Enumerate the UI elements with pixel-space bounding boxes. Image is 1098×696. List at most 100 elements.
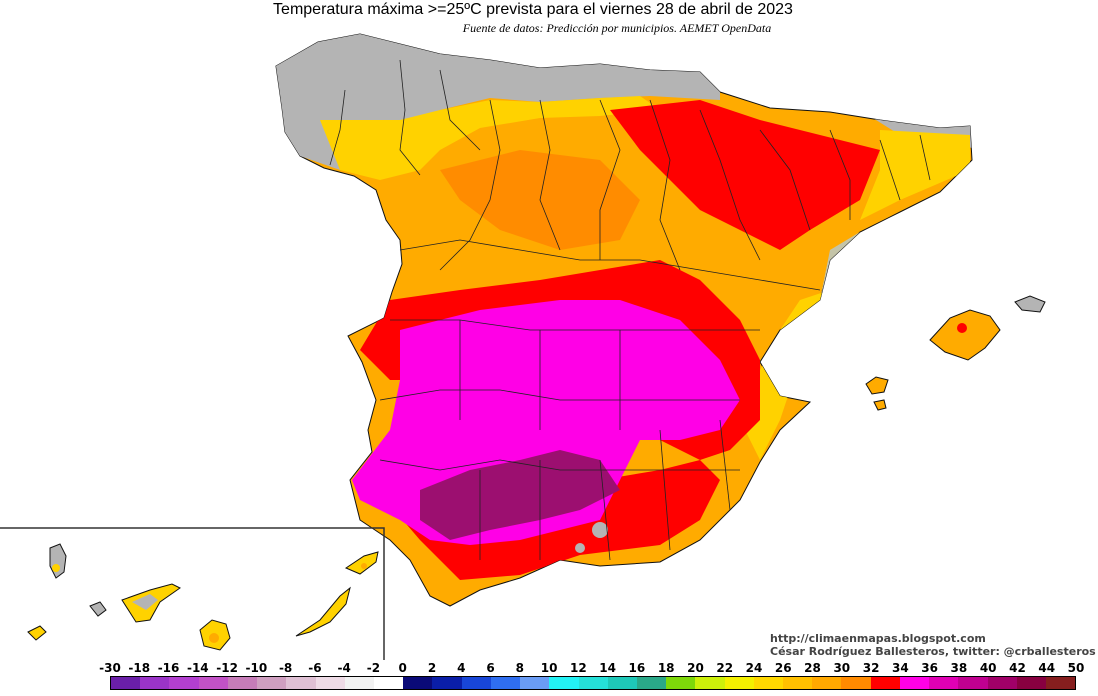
legend-tick-label: -4 [337, 661, 351, 675]
legend-tick-label: 8 [515, 661, 524, 675]
legend-swatch [870, 677, 900, 689]
mallorca [929, 309, 1001, 361]
legend-tick-label: 16 [628, 661, 646, 675]
legend-tick-label: 30 [833, 661, 851, 675]
legend-swatch [636, 677, 667, 689]
zone-yellow-catalonia [860, 130, 970, 220]
la-palma-yellow [52, 564, 60, 572]
legend-tick-label: 14 [599, 661, 616, 675]
legend-tick-label: -14 [186, 661, 209, 675]
legend-tick-label: 24 [745, 661, 763, 675]
legend-swatch [490, 677, 521, 689]
legend-swatch [461, 677, 491, 689]
legend-swatch [841, 677, 871, 689]
el-hierro [27, 625, 47, 641]
lanzarote [344, 551, 379, 575]
legend-swatch [578, 677, 608, 689]
gran-canaria-orange [209, 633, 219, 643]
legend-tick-label: 50 [1067, 661, 1085, 675]
legend-swatch [899, 677, 930, 689]
legend-swatch [169, 677, 199, 689]
legend-tick-label: -18 [128, 661, 151, 675]
legend-tick-label: -8 [278, 661, 293, 675]
legend-swatch [140, 677, 170, 689]
legend-swatch [432, 677, 462, 689]
legend-tick-label: -12 [216, 661, 238, 675]
legend-tick-label: -2 [366, 661, 381, 675]
legend-tick-label: 10 [540, 661, 558, 675]
legend-tick-label: 12 [570, 661, 587, 675]
canary-islands [27, 543, 379, 651]
legend-tick-label: -6 [308, 661, 322, 675]
legend-swatch [403, 677, 433, 689]
zone-grey-spot [575, 543, 585, 553]
legend-swatch [753, 677, 784, 689]
legend-swatch [607, 677, 637, 689]
credit-author: César Rodríguez Ballesteros, twitter: @c… [770, 645, 1096, 658]
legend-swatch [549, 677, 579, 689]
legend-swatch [198, 677, 228, 689]
mallorca-hot-spot [957, 323, 967, 333]
page-subtitle: Fuente de datos: Predicción por municipi… [462, 21, 772, 35]
legend-tick-label: 6 [486, 661, 495, 675]
legend-swatch [666, 677, 696, 689]
legend-swatch [987, 677, 1017, 689]
legend-tick-label: 22 [716, 661, 734, 675]
legend-tick-label: 38 [950, 661, 968, 675]
page-title: Temperatura máxima >=25ºC prevista para … [273, 1, 793, 18]
legend-swatch [1016, 677, 1046, 689]
zone-purple-guadalquivir [420, 450, 620, 540]
la-palma [49, 543, 67, 579]
legend-swatch [812, 677, 842, 689]
legend-tick-label: 34 [892, 661, 909, 675]
legend-tick-label: 0 [398, 661, 407, 675]
province-borders [329, 59, 931, 561]
credit-url: http://climaenmapas.blogspot.com [770, 632, 986, 645]
legend-tick-label: 40 [979, 661, 997, 675]
legend-tick-label: -10 [245, 661, 268, 675]
legend-tick-label: 44 [1038, 661, 1056, 675]
legend-swatch [344, 677, 374, 689]
temperature-map [0, 33, 1046, 660]
legend-swatch [257, 677, 287, 689]
legend-tick-label: 32 [862, 661, 880, 675]
zone-red-ebro [610, 100, 880, 250]
la-gomera [89, 601, 107, 617]
legend-tick-label: -30 [99, 661, 121, 675]
legend-swatch [315, 677, 345, 689]
legend-swatch [111, 677, 141, 689]
legend-tick-label: 36 [921, 661, 938, 675]
legend-tick-label: 42 [1009, 661, 1026, 675]
legend-color-bar [110, 676, 1076, 690]
zone-red-spot [636, 566, 648, 578]
peninsula [275, 33, 973, 607]
legend-swatch [520, 677, 550, 689]
legend-swatch [783, 677, 813, 689]
legend-swatch [958, 677, 988, 689]
legend-tick-label: -16 [157, 661, 180, 675]
canary-inset-frame [0, 527, 385, 660]
legend-swatch [695, 677, 725, 689]
legend-tick-label: 28 [804, 661, 821, 675]
tenerife-teide [132, 594, 158, 610]
legend-tick-label: 18 [657, 661, 675, 675]
legend-swatch [929, 677, 959, 689]
ibiza [865, 376, 889, 395]
legend-swatch [286, 677, 316, 689]
menorca [1014, 295, 1046, 313]
legend-tick-label: 2 [427, 661, 437, 675]
formentera [873, 399, 887, 411]
zone-grey-spot [592, 522, 608, 538]
legend-tick-label: 26 [774, 661, 792, 675]
balearic-islands [865, 295, 1046, 411]
legend-swatch [373, 677, 404, 689]
legend-swatch [724, 677, 754, 689]
lanzarote-orange [361, 563, 367, 569]
legend-tick-label: 4 [457, 661, 466, 675]
legend-labels: -30 -18 -16 -14 -12 -10 -8 -6 -4 -2 0 2 4 6 8 10 12 14 16 1… [0, 661, 1098, 675]
zone-yellow-north [320, 96, 660, 180]
fuerteventura [295, 586, 351, 637]
legend-swatch [227, 677, 258, 689]
legend-swatch [1046, 677, 1076, 689]
legend-tick-label: 20 [687, 661, 704, 675]
